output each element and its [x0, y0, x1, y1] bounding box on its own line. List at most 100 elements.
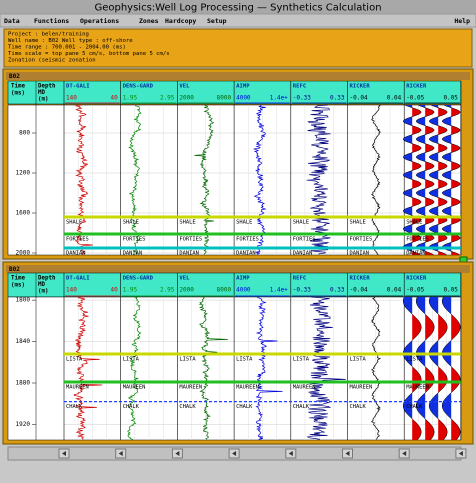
plot-area: [7, 296, 462, 441]
zone-label: DANIAN: [179, 251, 198, 257]
track-range-min: 2000: [179, 95, 194, 102]
time-header: Time: [11, 276, 25, 282]
time-header: (ms): [11, 91, 25, 97]
track-range-max: 1.4e+: [270, 95, 288, 102]
menu-item[interactable]: Zones: [139, 17, 159, 25]
wiggle-trace: [441, 104, 461, 256]
scroll-arrow: [458, 451, 463, 456]
wiggle-positive: [438, 297, 448, 440]
zone-label: MAUREEN: [350, 384, 373, 390]
zone-label: SHALE: [123, 220, 139, 226]
log-curve: [128, 105, 142, 255]
track-range-max: 0.04: [387, 95, 402, 102]
track-range-max: 0.33: [330, 95, 345, 102]
track-range-max: 8000: [217, 95, 232, 102]
track-range-max: 0.33: [330, 287, 345, 294]
scroll-arrow: [62, 451, 66, 456]
zone-label: DANIAN: [123, 251, 142, 257]
menu-item[interactable]: Setup: [207, 17, 227, 25]
zone-label: FORTIES: [236, 237, 259, 243]
menu-item[interactable]: Hardcopy: [165, 17, 196, 25]
time-tick-label: 800: [19, 130, 30, 137]
track-range-min: -0.33: [293, 95, 311, 102]
menu-item[interactable]: Functions: [34, 17, 69, 25]
zone-label: LISTA: [179, 356, 196, 362]
track-range-min: -0.04: [350, 287, 368, 294]
wiggle-trace: [402, 104, 422, 256]
track-range-max: 0.05: [443, 95, 458, 102]
zone-label: MAUREEN: [406, 384, 429, 390]
wiggle-trace: [415, 104, 435, 256]
track-name: DT-GALI: [66, 276, 90, 282]
zone-label: SHALE: [350, 220, 366, 226]
zone-label: CHALK: [179, 404, 196, 410]
panel-label: B02: [9, 73, 20, 80]
scroll-arrow: [345, 451, 350, 456]
track-name: VEL: [179, 84, 190, 90]
panel-label-bar: [6, 72, 470, 80]
track-name: VEL: [179, 276, 190, 282]
depth-header: (m): [38, 97, 48, 103]
wiggle-negative: [403, 105, 413, 255]
zone-label: DANIAN: [293, 251, 312, 257]
track-name: RICKER: [406, 84, 427, 90]
zone-label: LISTA: [236, 356, 253, 362]
wiggle-positive: [451, 297, 461, 440]
track-range-min: -0.33: [293, 287, 311, 294]
wiggle-positive: [412, 297, 422, 440]
info-line: Zonation (seismic zonation: [8, 58, 96, 64]
depth-header: Depth: [38, 84, 56, 90]
track-range-min: 1.95: [123, 95, 138, 102]
track-range-min: 140: [66, 95, 77, 102]
time-tick-label: 1200: [16, 170, 31, 177]
track-name: REFC: [293, 84, 306, 90]
time-header: (ms): [11, 283, 25, 289]
zone-label: CHALK: [406, 404, 423, 410]
synthetic-trace: [370, 104, 381, 255]
zone-label: SHALE: [66, 220, 82, 226]
zone-label: MAUREEN: [66, 384, 89, 390]
track-name: REFC: [293, 276, 306, 282]
info-line: Time scale = top pane 5 cm/s, bottom pan…: [8, 51, 170, 57]
wiggle-negative: [416, 105, 426, 255]
zone-label: SHALE: [236, 220, 252, 226]
track-range-max: 40: [110, 95, 118, 102]
track-range-min: 1.95: [123, 287, 138, 294]
menu-help[interactable]: Help: [454, 17, 470, 25]
track-range-min: 140: [66, 287, 77, 294]
log-curve: [127, 296, 142, 440]
menu-item[interactable]: Data: [4, 17, 20, 25]
zone-label: SHALE: [179, 220, 195, 226]
zone-label: FORTIES: [123, 237, 146, 243]
wiggle-trace: [441, 296, 461, 441]
zone-label: CHALK: [350, 404, 367, 410]
zone-label: CHALK: [293, 404, 310, 410]
zone-label: LISTA: [123, 356, 140, 362]
menu-item[interactable]: Operations: [80, 17, 119, 25]
log-curve: [198, 296, 228, 440]
zone-label: MAUREEN: [236, 384, 259, 390]
track-name: RICKER: [350, 276, 371, 282]
scroll-arrow: [118, 451, 123, 456]
panel-label-bar: [6, 265, 470, 273]
zone-label: DANIAN: [350, 251, 369, 257]
title-bar: [0, 0, 476, 14]
zone-label: MAUREEN: [293, 384, 316, 390]
time-tick-label: 1800: [16, 297, 31, 304]
wiggle-negative: [442, 297, 452, 440]
track-name: AIMP: [236, 84, 250, 90]
track-name: DENS-GARD: [123, 276, 154, 282]
log-curve: [255, 296, 283, 440]
zone-label: FORTIES: [406, 237, 429, 243]
depth-header: (m): [38, 289, 48, 295]
wiggle-negative: [416, 297, 426, 440]
info-line: Project : belen/training: [8, 32, 89, 38]
wiggle-positive: [425, 297, 435, 440]
zone-label: SHALE: [406, 220, 422, 226]
wiggle-negative: [429, 297, 439, 440]
track-range-min: 2000: [179, 287, 194, 294]
track-range-max: 1.4e+: [270, 287, 288, 294]
zone-label: MAUREEN: [123, 384, 146, 390]
track-range-min: -0.05: [406, 95, 424, 102]
